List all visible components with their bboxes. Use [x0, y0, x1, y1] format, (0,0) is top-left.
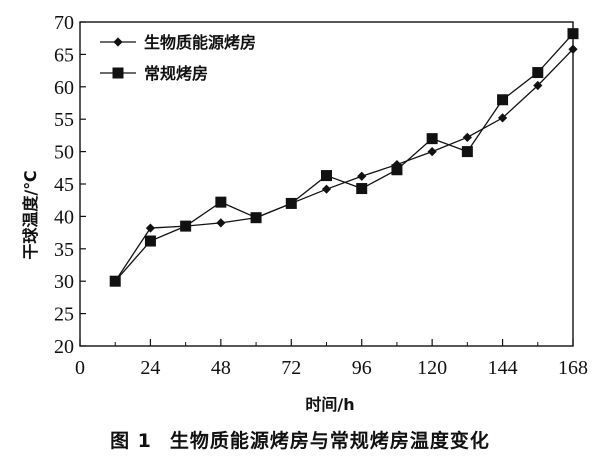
data-point — [567, 28, 579, 40]
x-tick-label: 0 — [75, 357, 85, 379]
chart-series — [109, 28, 579, 287]
y-tick-label: 25 — [54, 304, 74, 326]
series-line — [114, 48, 574, 282]
series-conventional-barn — [109, 28, 579, 287]
data-point — [144, 235, 156, 247]
x-tick-label: 24 — [140, 357, 160, 379]
chart-ticks: 20 25 30 35 40 45 50 55 60 65 70 0 24 48 72 96 120 144 168 — [54, 12, 588, 379]
data-point — [427, 147, 437, 157]
data-point — [215, 196, 227, 208]
data-point — [321, 184, 332, 194]
data-point — [216, 218, 226, 228]
y-tick-label: 70 — [54, 12, 74, 34]
data-point — [250, 212, 262, 224]
data-point — [568, 44, 578, 54]
x-tick-label: 144 — [488, 357, 518, 379]
data-point — [533, 80, 543, 91]
x-axis-title: 时间/h — [305, 395, 354, 414]
figure-number: 图 1 — [110, 430, 152, 452]
legend-marker-square — [112, 67, 124, 79]
legend-entry: 生物质能源烤房 — [100, 33, 256, 52]
figure-caption-text: 生物质能源烤房与常规烤房温度变化 — [169, 430, 490, 452]
data-point — [357, 171, 367, 181]
data-point — [426, 133, 438, 145]
x-tick-label: 48 — [211, 357, 231, 379]
data-point — [145, 223, 156, 233]
data-point — [461, 146, 473, 158]
data-point — [462, 132, 472, 142]
y-axis-title: 干球温度/℃ — [21, 170, 40, 259]
x-tick-label: 168 — [558, 357, 588, 379]
y-tick-label: 65 — [54, 44, 74, 66]
y-tick-label: 60 — [54, 77, 74, 99]
data-point — [391, 164, 403, 176]
legend-marker-diamond — [113, 37, 123, 47]
data-point — [109, 275, 121, 287]
data-point — [532, 67, 544, 79]
legend-label: 常规烤房 — [144, 64, 208, 83]
data-point — [497, 94, 509, 106]
x-tick-label: 72 — [281, 357, 301, 379]
data-point — [356, 183, 368, 195]
y-tick-label: 40 — [54, 206, 74, 228]
y-tick-label: 55 — [54, 109, 74, 131]
legend-entry: 常规烤房 — [100, 64, 208, 83]
data-point — [497, 113, 508, 123]
series-line — [114, 33, 574, 282]
y-tick-label: 30 — [54, 271, 74, 293]
data-point — [321, 170, 332, 182]
legend-label: 生物质能源烤房 — [144, 33, 256, 52]
x-tick-label: 96 — [352, 357, 372, 379]
figure-caption: 图 1 生物质能源烤房与常规烤房温度变化 — [0, 426, 600, 453]
y-tick-label: 35 — [54, 239, 74, 261]
y-tick-label: 45 — [54, 174, 74, 196]
data-point — [285, 197, 297, 209]
data-point — [180, 220, 192, 232]
y-tick-label: 50 — [54, 142, 74, 164]
x-tick-label: 120 — [417, 357, 447, 379]
y-tick-label: 20 — [54, 336, 74, 358]
